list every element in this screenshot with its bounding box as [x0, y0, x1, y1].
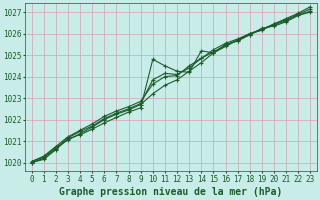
X-axis label: Graphe pression niveau de la mer (hPa): Graphe pression niveau de la mer (hPa) — [60, 186, 283, 197]
